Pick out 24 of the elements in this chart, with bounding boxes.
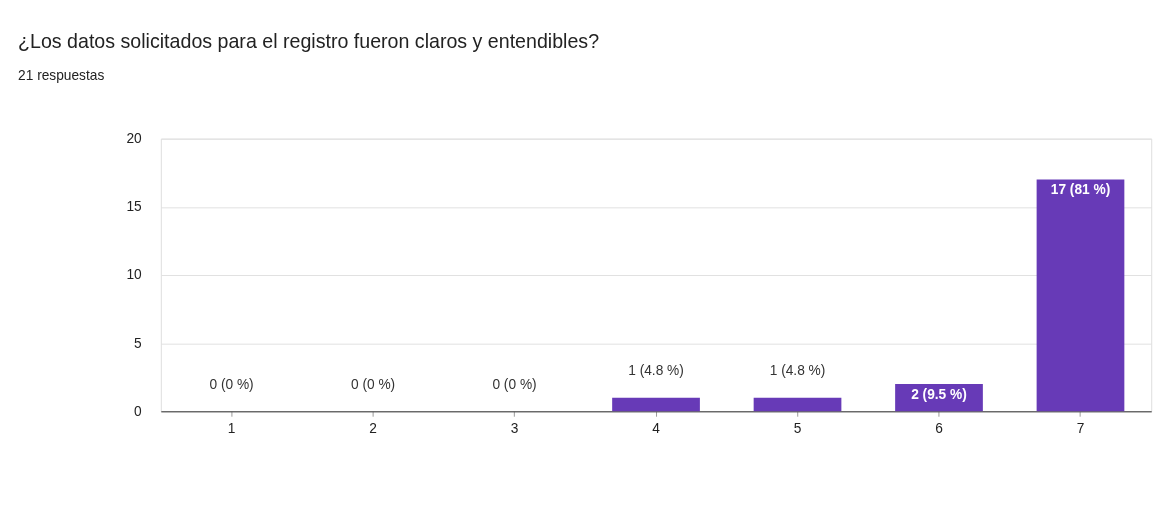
x-tick-label: 6 (935, 421, 944, 437)
data-label: 17 (81 %) (1050, 182, 1111, 198)
data-label: 1 (4.8 %) (769, 363, 826, 379)
x-tick-label: 2 (369, 421, 377, 437)
chart-subtitle: 21 respuestas (18, 67, 105, 83)
data-label: 0 (0 %) (209, 376, 254, 392)
x-tick-label: 4 (652, 421, 661, 437)
chart-title: ¿Los datos solicitados para el registro fueron claros y entendibles? (18, 29, 600, 52)
x-tick-label: 1 (227, 421, 236, 437)
y-tick-label: 10 (126, 267, 143, 283)
x-tick-label: 5 (793, 421, 802, 437)
data-label: 2 (9.5 %) (911, 386, 967, 402)
bar (1036, 179, 1125, 412)
x-tick-label: 7 (1076, 421, 1085, 437)
y-tick-label: 5 (134, 335, 143, 351)
bar (753, 397, 842, 412)
data-label: 0 (0 %) (350, 376, 396, 392)
data-label: 1 (4.8 %) (628, 363, 684, 379)
y-tick-label: 0 (134, 403, 143, 419)
data-label: 0 (0 %) (492, 376, 537, 392)
x-tick-label: 3 (510, 421, 519, 437)
y-tick-label: 15 (126, 199, 143, 215)
bar (612, 397, 700, 412)
y-tick-label: 20 (126, 131, 143, 147)
